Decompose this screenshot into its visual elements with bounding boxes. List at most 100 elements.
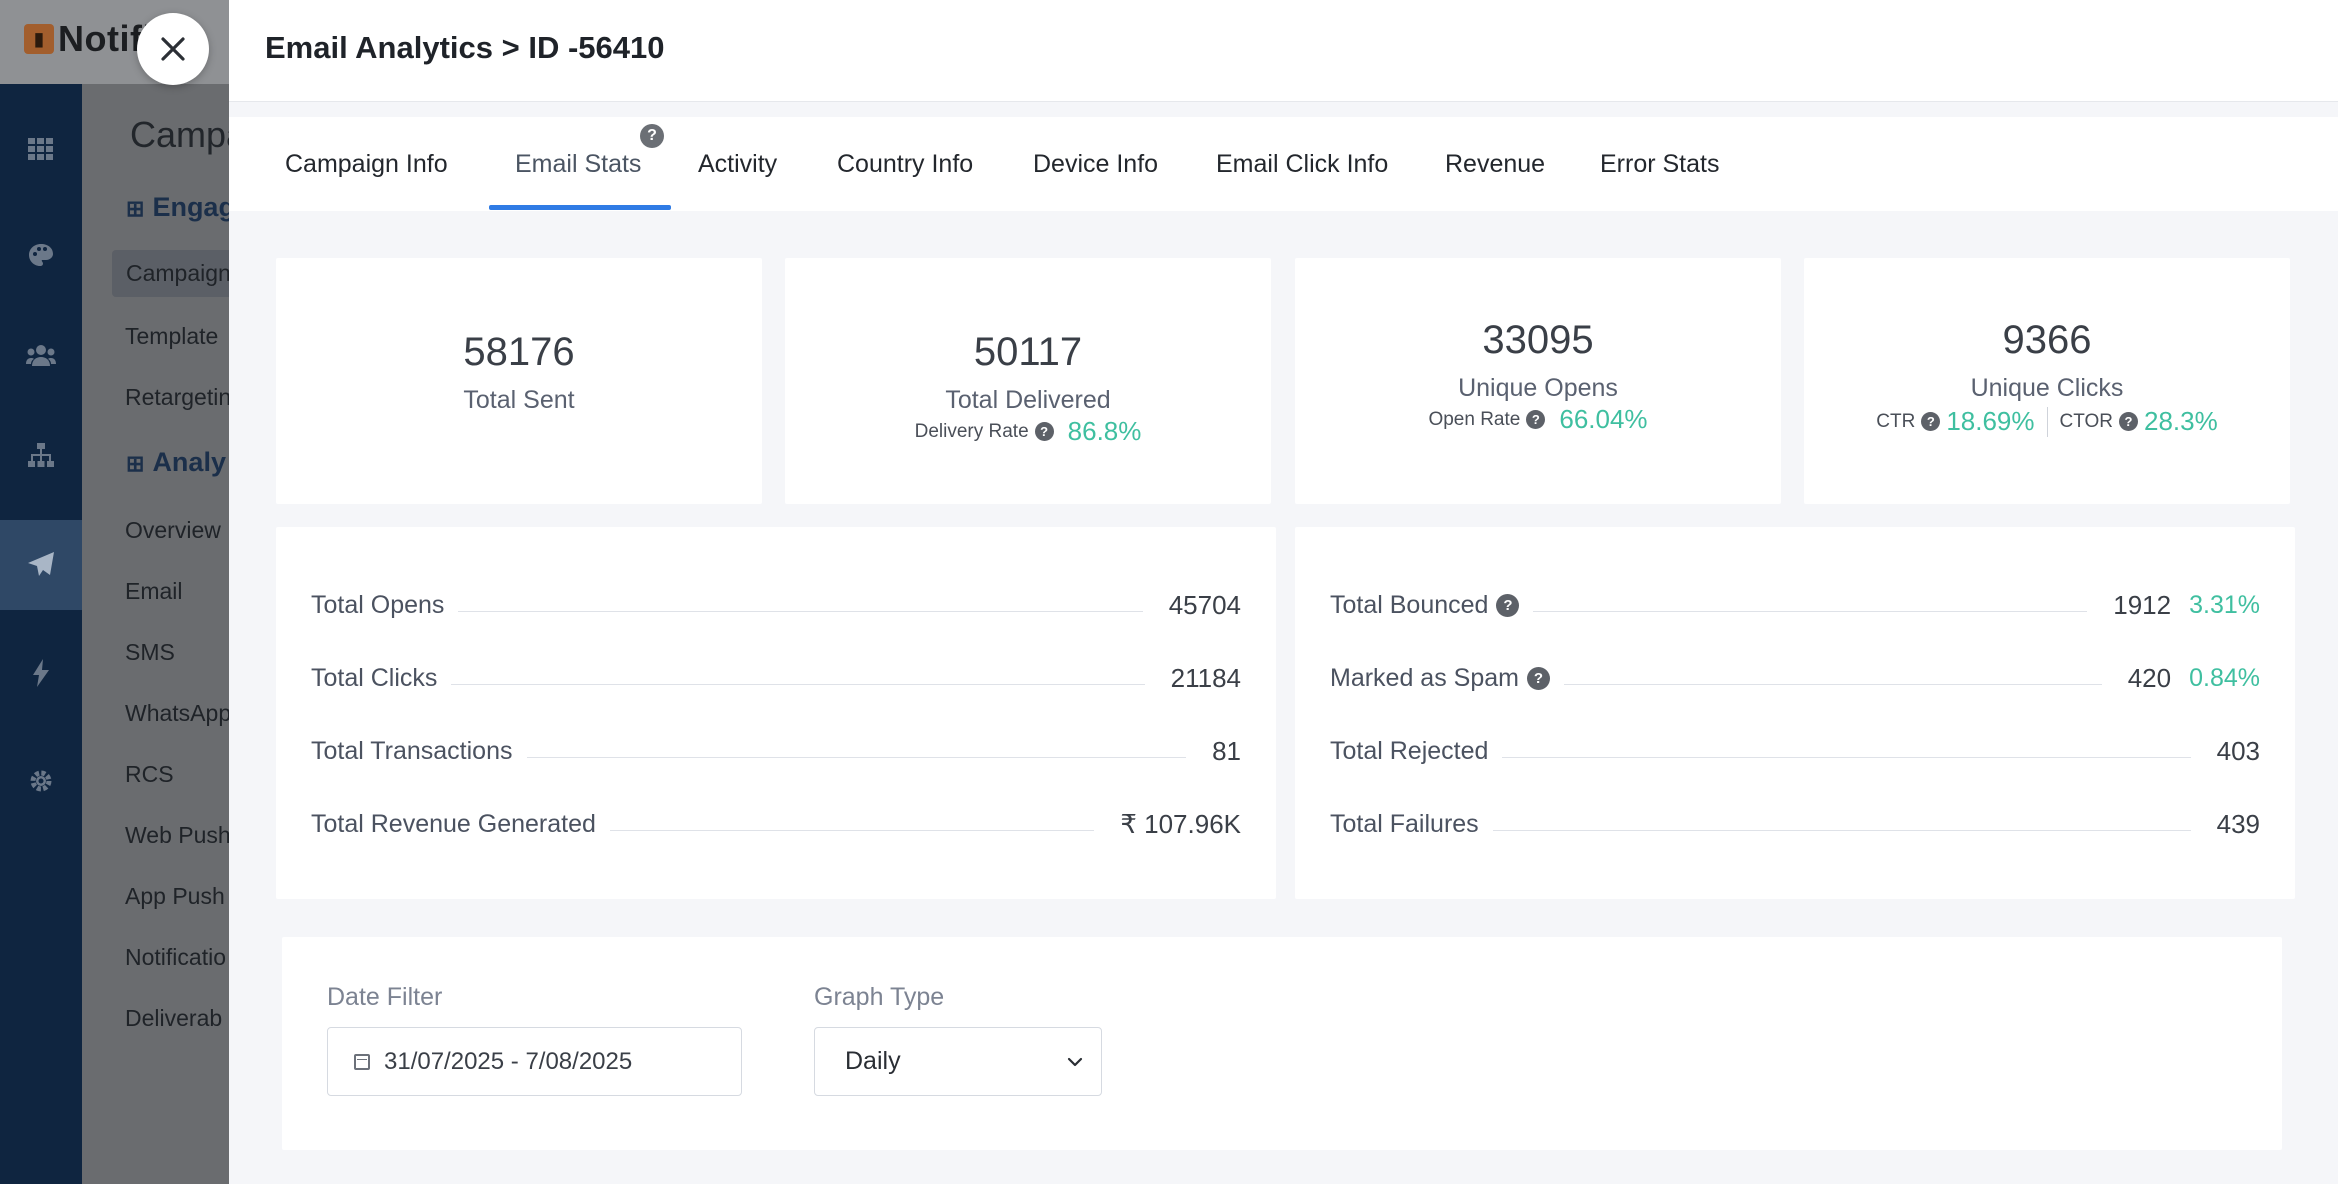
question-circle-icon[interactable]: ? [1921, 412, 1941, 431]
ctor-value: 28.3% [2144, 406, 2218, 436]
unique-opens-value: 33095 [1482, 318, 1594, 362]
sitemap-icon: ⊞ [126, 451, 145, 476]
total-opens-label: Total Opens [311, 590, 445, 619]
unique-opens-label: Unique Opens [1458, 374, 1618, 402]
divider [1502, 756, 2191, 758]
total-sent-value: 58176 [463, 330, 575, 374]
total-rejected-label: Total Rejected [1330, 736, 1489, 765]
divider [2046, 406, 2048, 437]
total-opens-value: 45704 [1168, 589, 1241, 620]
drawer-header: Email Analytics > ID -56410 [229, 0, 2338, 102]
question-circle-icon[interactable]: ? [1496, 593, 1520, 617]
bar-chart-icon: ▮ [24, 24, 54, 54]
question-circle-icon[interactable]: ? [1526, 410, 1546, 429]
tab-email-stats[interactable]: Email Stats [515, 149, 642, 178]
sidebar-item-web-push[interactable]: Web Push [125, 822, 231, 848]
grid-icon[interactable] [0, 104, 82, 194]
icon-sidebar [0, 84, 82, 1184]
sidebar-item-campaign[interactable]: Campaign [112, 250, 242, 297]
paper-plane-icon[interactable] [0, 520, 82, 610]
tab-country-info[interactable]: Country Info [837, 149, 974, 178]
sidebar-item-overview[interactable]: Overview [125, 517, 221, 543]
total-bounced-value: 1912 3.31% [2113, 589, 2260, 620]
list-item: Total Bounced? 1912 3.31% [1330, 585, 2260, 625]
delivery-rate-label: Delivery Rate [914, 420, 1029, 442]
total-revenue-value: ₹ 107.96K [1120, 808, 1241, 839]
sidebar-item-sms[interactable]: SMS [125, 639, 175, 665]
total-bounced-label: Total Bounced? [1330, 591, 1520, 620]
graph-filters-card: Date Filter 31/07/2025 - 7/08/2025 Graph… [282, 937, 2282, 1150]
total-clicks-label: Total Clicks [311, 663, 438, 692]
tab-error-stats[interactable]: Error Stats [1600, 149, 1720, 178]
question-circle-icon[interactable]: ? [1526, 666, 1550, 690]
total-sent-label: Total Sent [463, 386, 575, 414]
graph-type-select[interactable]: Daily [814, 1027, 1102, 1096]
unique-opens-card: 33095 Unique Opens Open Rate ? 66.04% [1295, 258, 1781, 504]
marked-spam-value: 420 0.84% [2127, 662, 2260, 693]
brand[interactable]: ▮ Notifi [24, 18, 153, 60]
drawer-title: Email Analytics > ID -56410 [265, 30, 665, 65]
total-delivered-value: 50117 [973, 330, 1083, 374]
total-sent-card: 58176 Total Sent [276, 258, 762, 504]
list-item: Total Clicks 21184 [311, 658, 1241, 698]
total-failures-label: Total Failures [1330, 809, 1479, 838]
total-failures-value: 439 [2216, 808, 2260, 839]
gear-icon[interactable] [0, 736, 82, 826]
divider [451, 683, 1145, 685]
bolt-icon[interactable] [0, 628, 82, 718]
list-item: Total Revenue Generated ₹ 107.96K [311, 804, 1241, 844]
palette-icon[interactable] [0, 210, 82, 300]
date-range-input[interactable]: 31/07/2025 - 7/08/2025 [327, 1027, 742, 1096]
ctr-label: CTR [1876, 410, 1916, 432]
question-circle-icon[interactable]: ? [1034, 422, 1054, 441]
total-transactions-value: 81 [1212, 735, 1241, 766]
total-delivered-label: Total Delivered [945, 386, 1111, 414]
total-rejected-value: 403 [2216, 735, 2260, 766]
sidebar-item-retargeting[interactable]: Retargetin [125, 384, 232, 410]
ctor-label: CTOR [2059, 410, 2113, 432]
marked-spam-label: Marked as Spam? [1330, 664, 1550, 693]
graph-type-value: Daily [845, 1047, 901, 1075]
spam-rate: 0.84% [2189, 663, 2260, 692]
sidebar-item-rcs[interactable]: RCS [125, 761, 174, 787]
close-drawer-button[interactable] [137, 13, 209, 85]
total-revenue-label: Total Revenue Generated [311, 809, 596, 838]
tab-device-info[interactable]: Device Info [1033, 149, 1159, 178]
divider [458, 610, 1143, 612]
delivery-rate-value: 86.8% [1067, 416, 1142, 446]
question-circle-icon[interactable]: ? [2119, 412, 2138, 431]
sidebar-item-whatsapp[interactable]: WhatsApp [125, 700, 232, 726]
sidebar-item-deliverability[interactable]: Deliverab [125, 1005, 223, 1031]
unique-clicks-value: 9366 [2002, 318, 2092, 362]
total-delivered-card: 50117 Total Delivered Delivery Rate ? 86… [785, 258, 1271, 504]
graph-type-label: Graph Type [814, 983, 945, 1011]
sidebar-item-notification[interactable]: Notificatio [125, 944, 226, 970]
engagement-details-card: Total Opens 45704 Total Clicks 21184 Tot… [276, 527, 1276, 899]
divider [526, 756, 1187, 758]
tab-activity[interactable]: Activity [698, 149, 778, 178]
date-filter-label: Date Filter [327, 983, 443, 1011]
divider [609, 829, 1095, 831]
click-rates-row: CTR ? 18.69% CTOR ? 28.3% [1804, 406, 2290, 437]
sitemap-icon[interactable] [0, 410, 82, 500]
bounce-rate: 3.31% [2189, 590, 2260, 619]
open-rate-value: 66.04% [1559, 404, 1648, 434]
users-icon[interactable] [0, 310, 82, 400]
open-rate-label: Open Rate [1428, 408, 1521, 430]
divider [1563, 683, 2102, 685]
tab-campaign-info[interactable]: Campaign Info [285, 149, 448, 178]
calendar-icon [354, 1053, 370, 1070]
total-clicks-value: 21184 [1170, 662, 1241, 693]
unique-clicks-label: Unique Clicks [1970, 374, 2124, 402]
tab-email-click-info[interactable]: Email Click Info [1216, 149, 1389, 178]
tab-revenue[interactable]: Revenue [1445, 149, 1546, 178]
divider [1492, 829, 2191, 831]
error-details-card: Total Bounced? 1912 3.31% Marked as Spam?… [1295, 527, 2295, 899]
question-circle-icon[interactable]: ? [640, 124, 664, 148]
sidebar-item-app-push[interactable]: App Push [125, 883, 225, 909]
divider [1533, 610, 2088, 612]
sidebar-item-email[interactable]: Email [125, 578, 183, 604]
list-item: Total Rejected 403 [1330, 731, 2260, 771]
sidebar-item-template[interactable]: Template [125, 323, 219, 349]
email-analytics-drawer: Email Analytics > ID -56410 Campaign Inf… [229, 0, 2338, 1184]
